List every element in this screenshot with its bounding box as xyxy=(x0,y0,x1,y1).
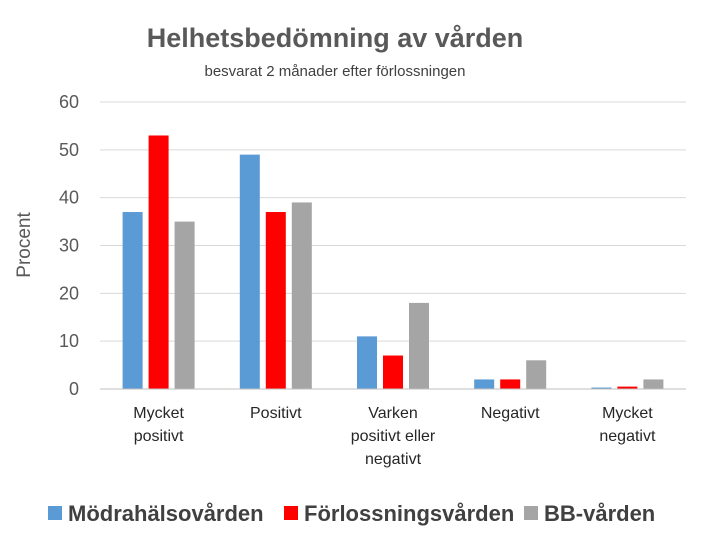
y-tick-label: 60 xyxy=(59,92,79,112)
bar xyxy=(591,387,612,389)
category-label-line: negativt xyxy=(365,451,422,468)
bar xyxy=(265,212,286,389)
bars xyxy=(122,135,664,389)
y-tick-label: 10 xyxy=(59,331,79,351)
category-label: Positivt xyxy=(250,405,302,422)
gridlines xyxy=(100,101,686,342)
bar xyxy=(474,379,495,389)
bar xyxy=(148,135,169,389)
chart-title: Helhetsbedömning av vården xyxy=(147,23,524,53)
legend-label: BB-vården xyxy=(544,501,655,526)
category-label: Mycket negativt xyxy=(599,405,656,445)
category-label: Mycket positivt xyxy=(133,405,184,445)
legend-swatch xyxy=(524,506,538,520)
category-label-line: negativt xyxy=(599,428,656,445)
bar xyxy=(239,154,260,389)
y-tick-label: 20 xyxy=(59,283,79,303)
category-label: Negativt xyxy=(481,405,540,422)
bar xyxy=(383,355,403,389)
category-labels: Mycket positivt Positivt Varken positivt ell… xyxy=(133,405,656,468)
category-label-line: positivt eller xyxy=(351,428,436,445)
y-tick-labels: 0 10 20 30 40 50 60 xyxy=(59,92,79,399)
y-tick-label: 40 xyxy=(59,188,79,208)
y-tick-label: 0 xyxy=(69,379,79,399)
y-tick-label: 30 xyxy=(59,236,79,256)
legend-label: Mödrahälsovården xyxy=(68,501,264,526)
category-label-line: Positivt xyxy=(250,405,302,422)
legend-label: Förlossningsvården xyxy=(304,501,514,526)
chart-subtitle: besvarat 2 månader efter förlossningen xyxy=(205,63,466,80)
legend-swatch xyxy=(284,506,298,520)
bar xyxy=(409,302,429,389)
legend: Mödrahälsovården Förlossningsvården BB-vår… xyxy=(48,501,655,526)
category-label-line: Mycket xyxy=(602,405,653,422)
y-axis-label: Procent xyxy=(14,212,35,278)
bar xyxy=(122,212,143,389)
bar xyxy=(357,336,377,389)
category-label: Varken positivt eller negativt xyxy=(351,405,436,468)
bar xyxy=(643,379,664,389)
bar xyxy=(617,386,638,389)
bar xyxy=(526,360,547,389)
bar xyxy=(174,221,195,389)
legend-swatch xyxy=(48,506,62,520)
bar xyxy=(500,379,521,389)
category-label-line: Varken xyxy=(368,405,418,422)
category-label-line: Mycket xyxy=(133,405,184,422)
y-tick-label: 50 xyxy=(59,140,79,160)
category-label-line: Negativt xyxy=(481,405,540,422)
category-label-line: positivt xyxy=(134,428,184,445)
bar xyxy=(291,202,312,389)
